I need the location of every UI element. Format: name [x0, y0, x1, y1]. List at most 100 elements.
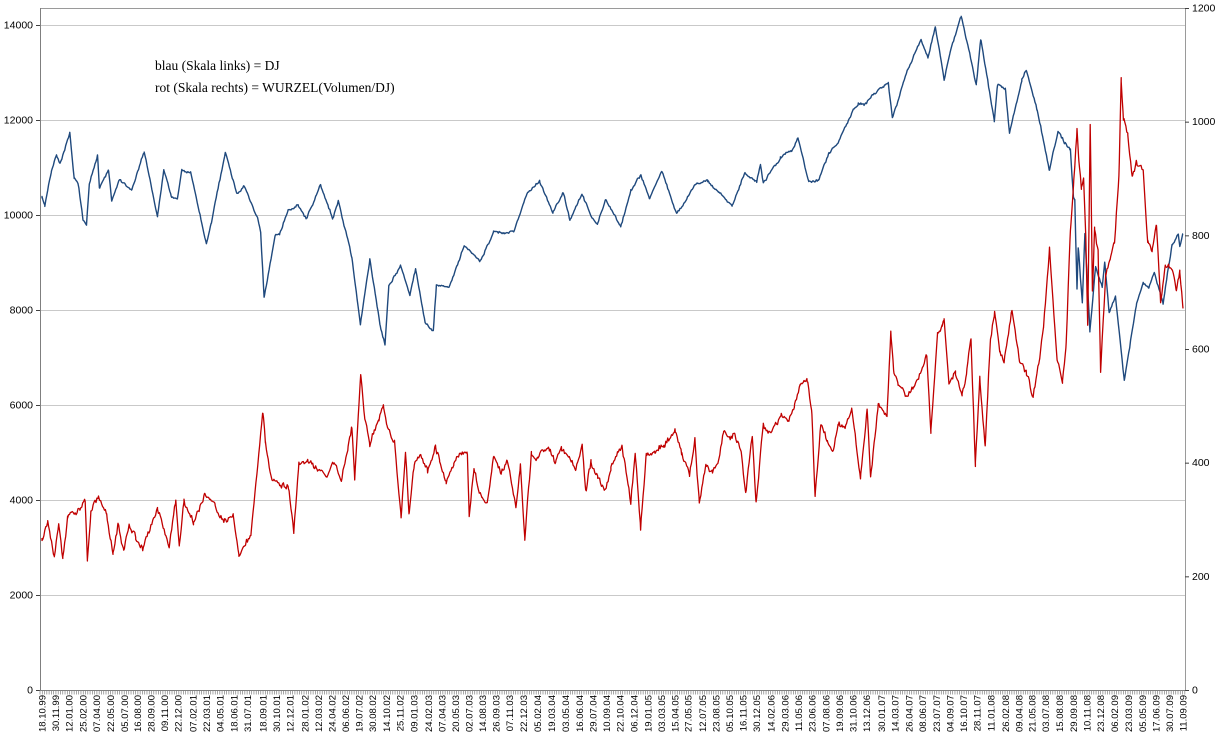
x-date-label: 16.06.04 — [575, 695, 586, 732]
x-date-label: 27.05.05 — [684, 695, 695, 732]
x-date-label: 22.12.03 — [519, 695, 530, 732]
x-date-label: 29.03.06 — [780, 695, 791, 732]
x-date-label: 14.10.02 — [382, 695, 393, 732]
x-date-label: 12.07.05 — [698, 695, 709, 732]
x-date-label: 16.08.00 — [133, 695, 144, 732]
x-date-label: 17.06.09 — [1151, 695, 1162, 732]
x-date-label: 29.07.04 — [588, 695, 599, 732]
x-date-label: 20.05.03 — [451, 695, 462, 732]
x-date-label: 15.08.08 — [1055, 695, 1066, 732]
x-date-label: 14.08.03 — [478, 695, 489, 732]
x-date-label: 09.11.00 — [160, 695, 171, 731]
x-date-label: 31.07.01 — [243, 695, 254, 732]
x-date-label: 06.12.04 — [630, 695, 641, 732]
left-tick-label-0: 0 — [27, 685, 33, 697]
x-date-label: 05.02.04 — [533, 695, 544, 732]
left-axis: 0 2000 4000 6000 8000 10000 12000 14000 — [4, 20, 40, 697]
x-date-label: 30.01.07 — [877, 695, 888, 732]
left-tick-label-6000: 6000 — [10, 400, 34, 412]
x-date-label: 12.01.00 — [65, 695, 76, 732]
right-tick-label-1200: 1200 — [1192, 3, 1216, 15]
legend-line-dj: blau (Skala links) = DJ — [155, 58, 280, 73]
gridlines — [40, 25, 1185, 596]
x-date-label: 10.09.04 — [602, 695, 613, 732]
x-date-label: 28.11.07 — [973, 695, 984, 731]
x-date-label: 19.07.02 — [355, 695, 366, 732]
x-date-label: 22.12.00 — [174, 695, 185, 732]
x-date-label: 16.11.05 — [738, 695, 749, 731]
x-axis: 18.10.99 30.11.99 12.01.00 25.02.00 07.04.00… — [38, 690, 1190, 732]
x-date-label: 18.09.01 — [259, 695, 270, 732]
left-tick-label-14000: 14000 — [4, 20, 33, 32]
x-date-label: 26.09.03 — [492, 695, 503, 732]
x-date-label: 05.07.00 — [120, 695, 131, 732]
x-date-label: 19.01.05 — [643, 695, 654, 732]
x-date-label: 03.05.04 — [561, 695, 572, 732]
x-date-label: 06.06.02 — [341, 695, 352, 732]
x-date-label: 04.05.01 — [216, 695, 227, 732]
x-date-label: 28.09.00 — [147, 695, 158, 732]
x-date-label: 19.03.04 — [547, 695, 558, 732]
frame-rect — [40, 8, 1186, 691]
left-tick-label-10000: 10000 — [4, 210, 33, 222]
volume-ratio-series-line — [41, 77, 1184, 562]
right-tick-label-600: 600 — [1192, 344, 1210, 356]
dj-series-line — [41, 15, 1184, 381]
x-date-label: 09.04.08 — [1014, 695, 1025, 732]
legend-line-wurzel: rot (Skala rechts) = WURZEL(Volumen/DJ) — [155, 80, 395, 95]
series-lines — [41, 15, 1184, 562]
x-date-label: 23.07.07 — [932, 695, 943, 732]
right-tick-label-400: 400 — [1192, 457, 1210, 469]
left-tick-label-2000: 2000 — [10, 590, 34, 602]
right-axis: 0 200 400 600 800 1000 1200 — [1185, 3, 1216, 697]
x-date-label: 28.01.02 — [300, 695, 311, 732]
x-date-label: 23.12.08 — [1096, 695, 1107, 732]
x-date-label: 24.04.02 — [328, 695, 339, 732]
right-tick-label-0: 0 — [1192, 685, 1198, 697]
x-date-label: 15.04.05 — [671, 695, 682, 732]
x-date-label: 25.11.02 — [395, 695, 406, 731]
x-date-label: 30.07.09 — [1165, 695, 1176, 732]
x-date-label: 31.10.06 — [848, 695, 859, 732]
x-date-label: 04.09.07 — [946, 695, 957, 732]
x-date-label: 24.02.03 — [424, 695, 435, 732]
left-tick-label-8000: 8000 — [10, 305, 34, 317]
plot-frame — [40, 8, 1186, 691]
x-date-label: 07.11.03 — [505, 695, 516, 731]
x-date-label: 26.04.07 — [904, 695, 915, 732]
x-date-label: 03.07.08 — [1041, 695, 1052, 732]
x-date-label: 23.08.05 — [712, 695, 723, 732]
x-date-label: 23.03.09 — [1124, 695, 1135, 732]
x-date-label: 12.03.02 — [314, 695, 325, 732]
x-date-label: 23.06.06 — [807, 695, 818, 732]
x-date-label: 11.01.08 — [986, 695, 997, 731]
x-date-label: 18.06.01 — [230, 695, 241, 732]
x-date-label: 09.01.03 — [410, 695, 421, 732]
x-date-label: 22.05.00 — [106, 695, 117, 732]
right-tick-label-800: 800 — [1192, 230, 1210, 242]
right-tick-label-1000: 1000 — [1192, 116, 1216, 128]
x-date-label: 30.10.01 — [272, 695, 283, 732]
x-date-label: 14.03.07 — [891, 695, 902, 732]
left-tick-label-4000: 4000 — [10, 495, 34, 507]
x-date-label: 30.08.02 — [368, 695, 379, 732]
x-date-label: 06.02.09 — [1110, 695, 1121, 732]
x-date-label: 07.02.01 — [188, 695, 199, 732]
x-date-label: 10.11.08 — [1082, 695, 1093, 731]
x-date-label: 22.03.01 — [202, 695, 213, 732]
x-date-label: 07.04.00 — [92, 695, 103, 732]
x-date-label: 07.04.03 — [437, 695, 448, 732]
x-date-label: 16.10.07 — [959, 695, 970, 732]
x-date-label: 26.02.08 — [1001, 695, 1012, 732]
x-date-label: 08.06.07 — [918, 695, 929, 732]
x-date-label: 13.12.06 — [862, 695, 873, 732]
x-date-label: 30.12.05 — [752, 695, 763, 732]
x-date-label: 05.10.05 — [725, 695, 736, 732]
x-date-label: 03.03.05 — [657, 695, 668, 732]
x-date-label: 22.10.04 — [615, 695, 626, 732]
right-tick-label-200: 200 — [1192, 571, 1210, 583]
x-date-label: 11.05.06 — [794, 695, 805, 731]
x-date-label: 05.05.09 — [1138, 695, 1149, 732]
x-date-label: 30.11.99 — [51, 695, 62, 731]
